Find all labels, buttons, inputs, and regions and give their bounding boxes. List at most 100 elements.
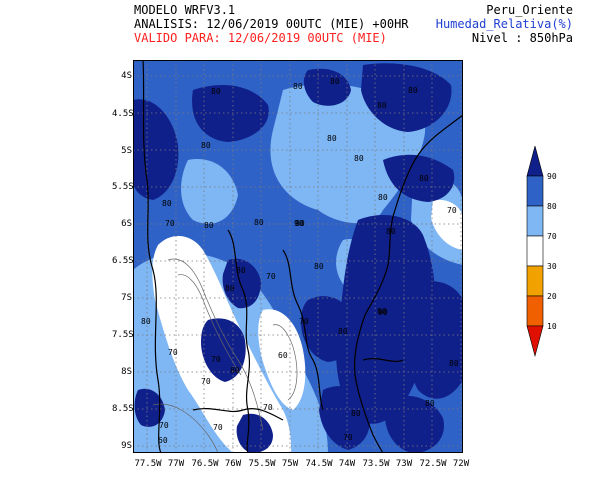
rh-30-70-region: [258, 309, 306, 410]
rh-90-plus-region: [361, 63, 452, 132]
y-tick-label: 4S: [121, 71, 132, 81]
contour-label: 80: [295, 219, 305, 228]
contour-label: 60: [278, 351, 288, 360]
contour-line: [272, 324, 298, 401]
x-tick-label: 72W: [452, 459, 470, 469]
x-tick-label: 76W: [224, 459, 242, 469]
contour-label: 70: [168, 348, 178, 357]
contour-label: 80: [377, 307, 387, 316]
contour-label: 80: [327, 134, 337, 143]
x-tick-label: 73.5W: [362, 459, 390, 469]
y-tick-label: 7S: [121, 293, 132, 303]
y-tick-label: 6.5S: [112, 256, 134, 266]
contour-label: 80: [377, 101, 387, 110]
contour-label: 80: [204, 221, 214, 230]
rh-90-plus-region: [236, 413, 273, 453]
contour-label: 90: [378, 308, 388, 317]
colorbar: 90 80 70 30 20 10: [526, 146, 557, 358]
contour-label: 80: [236, 266, 246, 275]
colorbar-segment-80-90: [526, 175, 544, 207]
lat-lon-grid: [133, 60, 463, 453]
colorbar-label: 90: [547, 172, 557, 181]
colorbar-segment-10-20: [526, 295, 544, 327]
x-tick-label: 76.5W: [191, 459, 219, 469]
x-tick-label: 74.5W: [305, 459, 333, 469]
rh-90-plus-region: [301, 296, 356, 362]
contour-label: 70: [201, 377, 211, 386]
map-frame: [133, 60, 463, 453]
y-tick-label: 8.5S: [112, 404, 134, 414]
contour-labels: 80 80 80 80 80 80 80 80 80 80 80 80 80 8…: [141, 77, 459, 445]
contour-line: [152, 403, 219, 453]
y-tick-label: 9S: [121, 441, 132, 451]
contour-label: 80: [386, 227, 396, 236]
colorbar-label: 70: [547, 232, 557, 241]
rh-90-plus-region: [383, 154, 455, 202]
border-lines: [142, 60, 463, 453]
contour-line: [167, 258, 264, 431]
contour-label: 80: [314, 262, 324, 271]
contour-label: 70: [343, 433, 353, 442]
colorbar-segment-30-70: [526, 235, 544, 267]
region-label: Peru_Oriente: [486, 3, 573, 17]
contour-label: 70: [266, 272, 276, 281]
contour-label: 70: [165, 219, 175, 228]
colorbar-top-triangle: [526, 146, 544, 177]
contour-label: 80: [141, 317, 151, 326]
y-tick-label: 5S: [121, 146, 132, 156]
contour-label: 80: [162, 199, 172, 208]
model-title: MODELO WRFV3.1: [134, 3, 236, 17]
contour-label: 70: [447, 206, 457, 215]
contour-label: 80: [408, 86, 418, 95]
x-tick-label: 75.5W: [248, 459, 276, 469]
contour-label: 80: [419, 174, 429, 183]
rh-90-plus-region: [192, 85, 269, 142]
contour-label: 80: [293, 82, 303, 91]
rh-70-80-region: [181, 159, 238, 224]
contour-label: 80: [354, 154, 364, 163]
contour-label: 80: [449, 359, 459, 368]
contour-label: 70: [299, 317, 309, 326]
contour-line: [177, 274, 242, 376]
contour-label: 80: [254, 218, 264, 227]
valid-for-label: VALIDO PARA: 12/06/2019 00UTC (MIE): [134, 31, 387, 45]
contour-label: 80: [230, 366, 240, 375]
rh-90-plus-region: [201, 318, 246, 382]
rh-30-70-region: [431, 199, 463, 250]
rh-90-plus-region: [303, 68, 351, 106]
colorbar-bottom-triangle: [526, 325, 544, 358]
x-tick-label: 73W: [395, 459, 413, 469]
colorbar-label: 30: [547, 262, 557, 271]
y-tick-label: 7.5S: [112, 330, 134, 340]
contour-label: 80: [211, 87, 221, 96]
rh-90-plus-region: [134, 388, 165, 427]
analysis-label: ANALISIS: 12/06/2019 00UTC (MIE) +00HR: [134, 17, 409, 31]
x-tick-label: 77W: [167, 459, 185, 469]
contour-label: 80: [425, 399, 435, 408]
contour-label: 80: [225, 284, 235, 293]
colorbar-label: 80: [547, 202, 557, 211]
variable-label: Humedad_Relativa(%): [435, 17, 573, 31]
rh-90-plus-region: [222, 258, 261, 309]
humidity-map: 80 80 80 80 80 80 80 80 80 80 80 80 80 8…: [133, 60, 463, 453]
x-tick-label: 75W: [281, 459, 299, 469]
contour-label: 90: [294, 219, 304, 228]
x-tick-label: 77.5W: [134, 459, 162, 469]
contour-label: 70: [211, 355, 221, 364]
colorbar-segment-20-30: [526, 265, 544, 297]
contour-label: 70: [159, 421, 169, 430]
contour-label: 80: [378, 193, 388, 202]
rh-90-plus-region: [319, 386, 371, 450]
x-tick-label: 72.5W: [419, 459, 447, 469]
y-tick-label: 8S: [121, 367, 132, 377]
colorbar-label: 20: [547, 292, 557, 301]
contour-label: 80: [351, 409, 361, 418]
contour-label: 60: [158, 436, 168, 445]
contour-label: 70: [213, 423, 223, 432]
contour-label: 80: [330, 77, 340, 86]
colorbar-label: 10: [547, 322, 557, 331]
y-tick-label: 6S: [121, 219, 132, 229]
colorbar-segment-70-80: [526, 205, 544, 237]
contour-label: 80: [338, 327, 348, 336]
contour-label: 70: [263, 403, 273, 412]
